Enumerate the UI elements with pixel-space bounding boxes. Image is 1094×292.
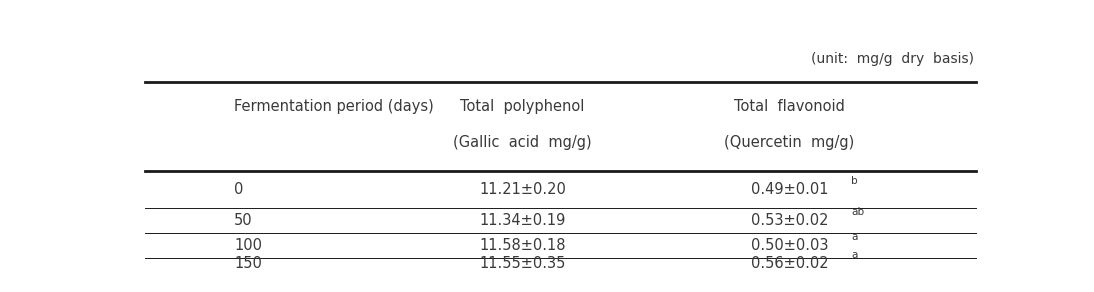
Text: 11.34±0.19: 11.34±0.19 xyxy=(479,213,566,228)
Text: Total  polyphenol: Total polyphenol xyxy=(461,100,584,114)
Text: 11.21±0.20: 11.21±0.20 xyxy=(479,182,566,197)
Text: Fermentation period (days): Fermentation period (days) xyxy=(234,100,434,114)
Text: (unit:  mg/g  dry  basis): (unit: mg/g dry basis) xyxy=(812,52,975,66)
Text: 50: 50 xyxy=(234,213,253,228)
Text: Total  flavonoid: Total flavonoid xyxy=(734,100,845,114)
Text: 0.53±0.02: 0.53±0.02 xyxy=(750,213,828,228)
Text: 0: 0 xyxy=(234,182,244,197)
Text: 100: 100 xyxy=(234,238,263,253)
Text: 150: 150 xyxy=(234,256,263,271)
Text: a: a xyxy=(851,232,858,242)
Text: 11.58±0.18: 11.58±0.18 xyxy=(479,238,566,253)
Text: a: a xyxy=(851,250,858,260)
Text: 11.55±0.35: 11.55±0.35 xyxy=(479,256,566,271)
Text: 0.49±0.01: 0.49±0.01 xyxy=(750,182,828,197)
Text: (Gallic  acid  mg/g): (Gallic acid mg/g) xyxy=(453,135,592,150)
Text: ab: ab xyxy=(851,207,864,217)
Text: (Quercetin  mg/g): (Quercetin mg/g) xyxy=(724,135,854,150)
Text: b: b xyxy=(851,176,858,186)
Text: 0.56±0.02: 0.56±0.02 xyxy=(750,256,828,271)
Text: 0.50±0.03: 0.50±0.03 xyxy=(750,238,828,253)
